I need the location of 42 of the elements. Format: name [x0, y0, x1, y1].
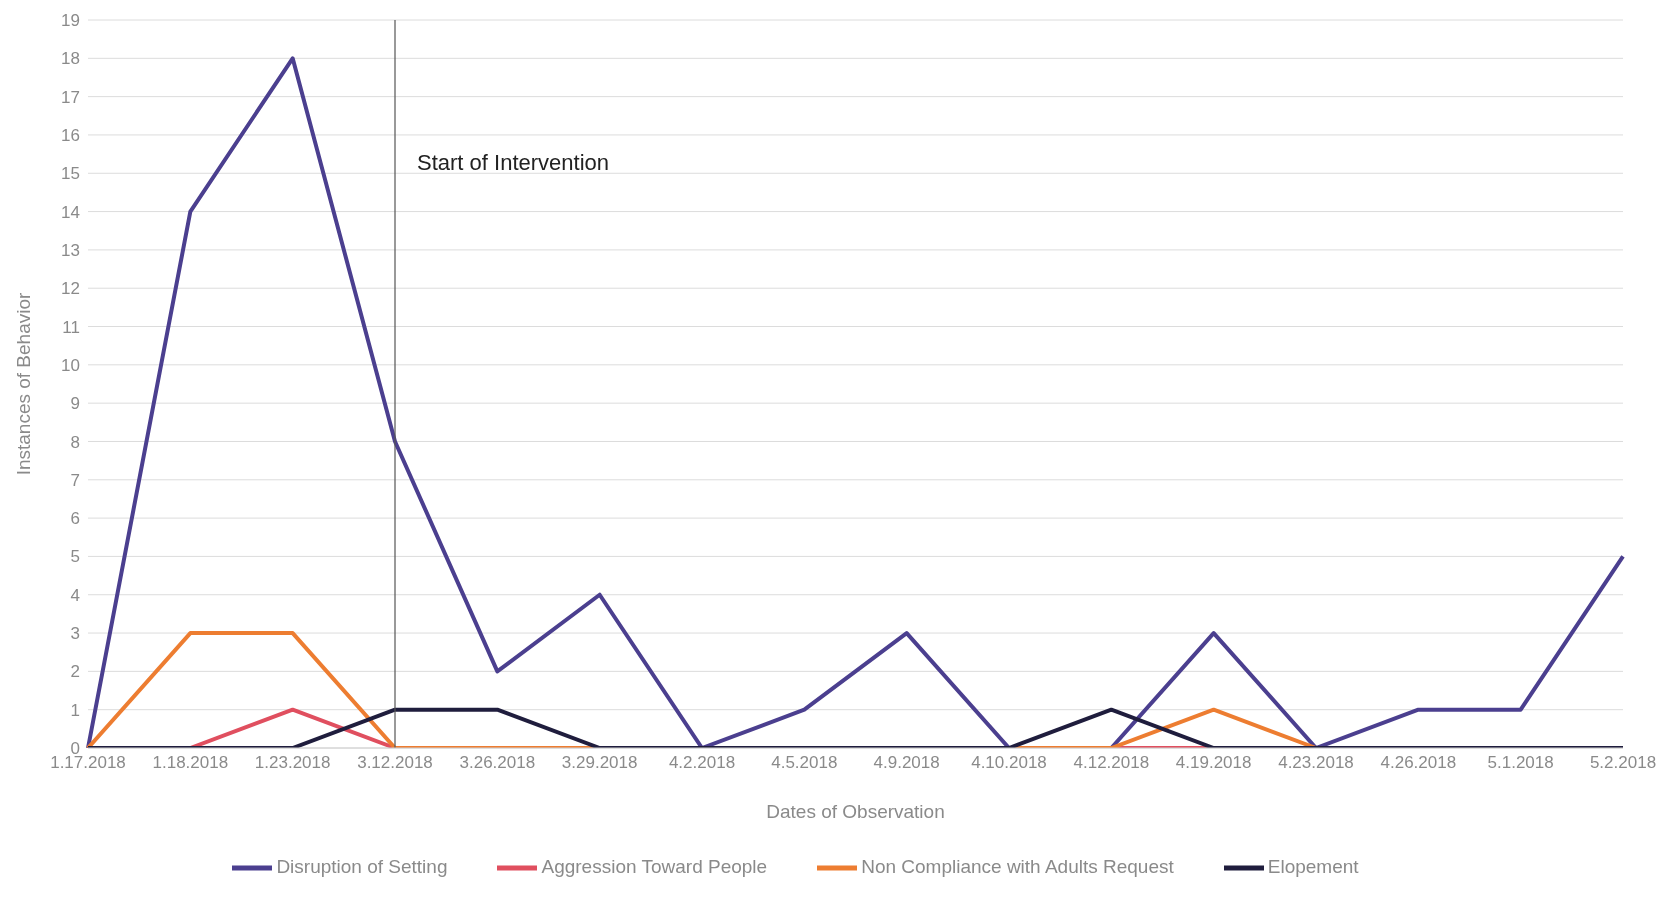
x-tick-label: 4.19.2018 — [1175, 753, 1252, 773]
x-tick-label: 3.12.2018 — [357, 753, 433, 773]
x-tick-label: 5.1.2018 — [1487, 753, 1554, 773]
x-tick-label: 4.26.2018 — [1380, 753, 1457, 773]
y-tick-label: 12 — [61, 279, 80, 299]
x-tick-label: 5.2.2018 — [1589, 753, 1657, 773]
x-tick-label: 3.26.2018 — [459, 753, 536, 773]
legend-label: Elopement — [1267, 856, 1359, 878]
x-tick-label: 4.9.2018 — [873, 753, 940, 773]
y-tick-label: 2 — [70, 662, 80, 682]
y-tick-label: 13 — [61, 240, 80, 260]
y-tick-label: 17 — [61, 87, 80, 107]
y-tick-label: 19 — [61, 11, 80, 31]
legend-label: Non Compliance with Adults Request — [861, 856, 1174, 878]
x-tick-label: 4.5.2018 — [771, 753, 838, 773]
legend-label: Aggression Toward People — [541, 856, 768, 878]
x-tick-label: 3.29.2018 — [561, 753, 638, 773]
y-tick-label: 5 — [70, 547, 80, 567]
legend-label: Disruption of Setting — [276, 856, 448, 878]
x-tick-label: 4.10.2018 — [971, 753, 1047, 773]
y-tick-label: 9 — [70, 394, 80, 414]
x-tick-label: 1.18.2018 — [152, 753, 229, 773]
y-tick-label: 6 — [70, 509, 80, 529]
y-tick-label: 14 — [61, 202, 80, 222]
y-tick-label: 10 — [61, 355, 80, 375]
y-tick-label: 4 — [70, 585, 80, 605]
x-tick-label: 1.23.2018 — [254, 753, 331, 773]
y-tick-label: 15 — [61, 164, 80, 184]
x-tick-label: 4.23.2018 — [1278, 753, 1354, 773]
x-tick-label: 4.12.2018 — [1073, 753, 1150, 773]
y-tick-label: 7 — [70, 470, 80, 490]
x-axis-title: Dates of Observation — [766, 801, 945, 822]
y-tick-label: 8 — [70, 432, 80, 452]
y-tick-label: 11 — [62, 317, 80, 337]
y-tick-label: 16 — [61, 125, 80, 145]
y-axis-title: Instances of Behavior — [12, 291, 34, 476]
y-tick-label: 1 — [70, 700, 80, 720]
x-tick-label: 4.2.2018 — [668, 753, 736, 773]
y-tick-label: 18 — [61, 49, 80, 69]
line-series — [86, 56, 1625, 748]
ref-line-label: Start of Intervention — [417, 150, 609, 175]
y-tick-label: 3 — [70, 624, 80, 644]
